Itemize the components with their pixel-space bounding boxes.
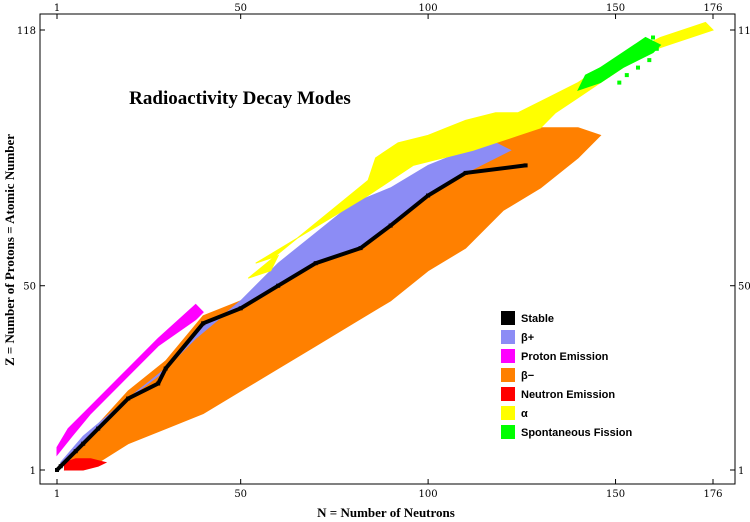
stable-point xyxy=(201,321,206,326)
legend-swatch-fission xyxy=(501,425,515,439)
y-tick-label-left: 50 xyxy=(23,282,36,293)
legend-label-stable: Stable xyxy=(521,313,554,325)
chart-title: Radioactivity Decay Modes xyxy=(129,88,351,109)
stable-point xyxy=(55,468,59,472)
y-tick-label-left: 118 xyxy=(17,26,36,37)
legend-label-proton: Proton Emission xyxy=(521,351,609,363)
fission-dot xyxy=(628,58,633,63)
fission-dot xyxy=(654,46,659,51)
legend-label-fission: Spontaneous Fission xyxy=(521,427,633,439)
x-tick-label-top: 50 xyxy=(234,3,247,14)
stable-point xyxy=(426,193,431,198)
fission-dot xyxy=(643,43,648,47)
stable-point xyxy=(313,261,318,266)
fission-dot xyxy=(651,35,655,40)
stable-point xyxy=(163,366,168,371)
stable-point xyxy=(238,306,243,311)
legend-label-beta-plus: β+ xyxy=(521,332,534,344)
legend-label-neutron: Neutron Emission xyxy=(521,389,615,401)
stability-line-layer xyxy=(55,163,528,472)
legend: Stable β+ Proton Emission β− Neutron Emissio… xyxy=(501,311,633,439)
fission-dot xyxy=(617,80,622,85)
stable-point xyxy=(96,426,101,431)
region-alpha xyxy=(247,21,714,279)
legend-swatch-neutron xyxy=(501,387,515,401)
fission-dot xyxy=(606,73,610,78)
fission-dot xyxy=(636,65,640,70)
legend-swatch-alpha xyxy=(501,406,515,420)
legend-label-alpha: α xyxy=(521,408,528,420)
region-proton xyxy=(56,303,204,457)
legend-label-beta-minus: β− xyxy=(521,370,534,382)
fission-dot xyxy=(624,73,629,78)
legend-swatch-beta-minus xyxy=(501,368,515,382)
y-tick-label-right: 50 xyxy=(738,282,750,293)
x-tick-label-top: 176 xyxy=(703,3,722,14)
y-tick-label-left: 1 xyxy=(30,466,36,477)
y-tick-label-right: 118 xyxy=(738,26,750,37)
stable-point xyxy=(73,449,78,454)
legend-swatch-stable xyxy=(501,311,515,325)
stable-point xyxy=(388,223,393,228)
stable-point xyxy=(81,441,86,446)
stable-point xyxy=(276,283,281,288)
y-axis-title: Z = Number of Protons = Atomic Number xyxy=(2,134,17,366)
legend-swatch-beta-plus xyxy=(501,330,515,344)
stable-point xyxy=(463,170,468,175)
fission-dot xyxy=(639,50,644,55)
x-tick-label-bottom: 50 xyxy=(234,489,247,500)
x-axis-title: N = Number of Neutrons xyxy=(317,505,455,520)
stable-point xyxy=(58,464,63,469)
region-beta-minus xyxy=(63,127,602,471)
x-tick-label-bottom: 176 xyxy=(703,489,722,500)
plot-frame xyxy=(39,13,736,485)
legend-swatch-proton xyxy=(501,349,515,363)
fission-dots-layer xyxy=(606,35,659,85)
x-tick-label-bottom: 100 xyxy=(419,489,438,500)
stable-point xyxy=(126,396,131,401)
x-tick-label-bottom: 1 xyxy=(54,489,60,500)
y-tick-label-right: 1 xyxy=(738,466,744,477)
fission-dot xyxy=(613,65,618,70)
x-tick-label-top: 150 xyxy=(606,3,625,14)
fission-dot xyxy=(647,58,652,63)
x-tick-label-top: 1 xyxy=(54,3,60,14)
region-layer xyxy=(56,21,714,471)
region-beta-plus xyxy=(60,142,512,468)
ticks-layer: 115050100100150150176176115050118118 xyxy=(17,3,750,500)
stable-point xyxy=(523,163,528,168)
x-tick-label-top: 100 xyxy=(419,3,438,14)
stable-point xyxy=(358,246,363,251)
stable-point xyxy=(156,381,161,386)
x-tick-label-bottom: 150 xyxy=(606,489,625,500)
